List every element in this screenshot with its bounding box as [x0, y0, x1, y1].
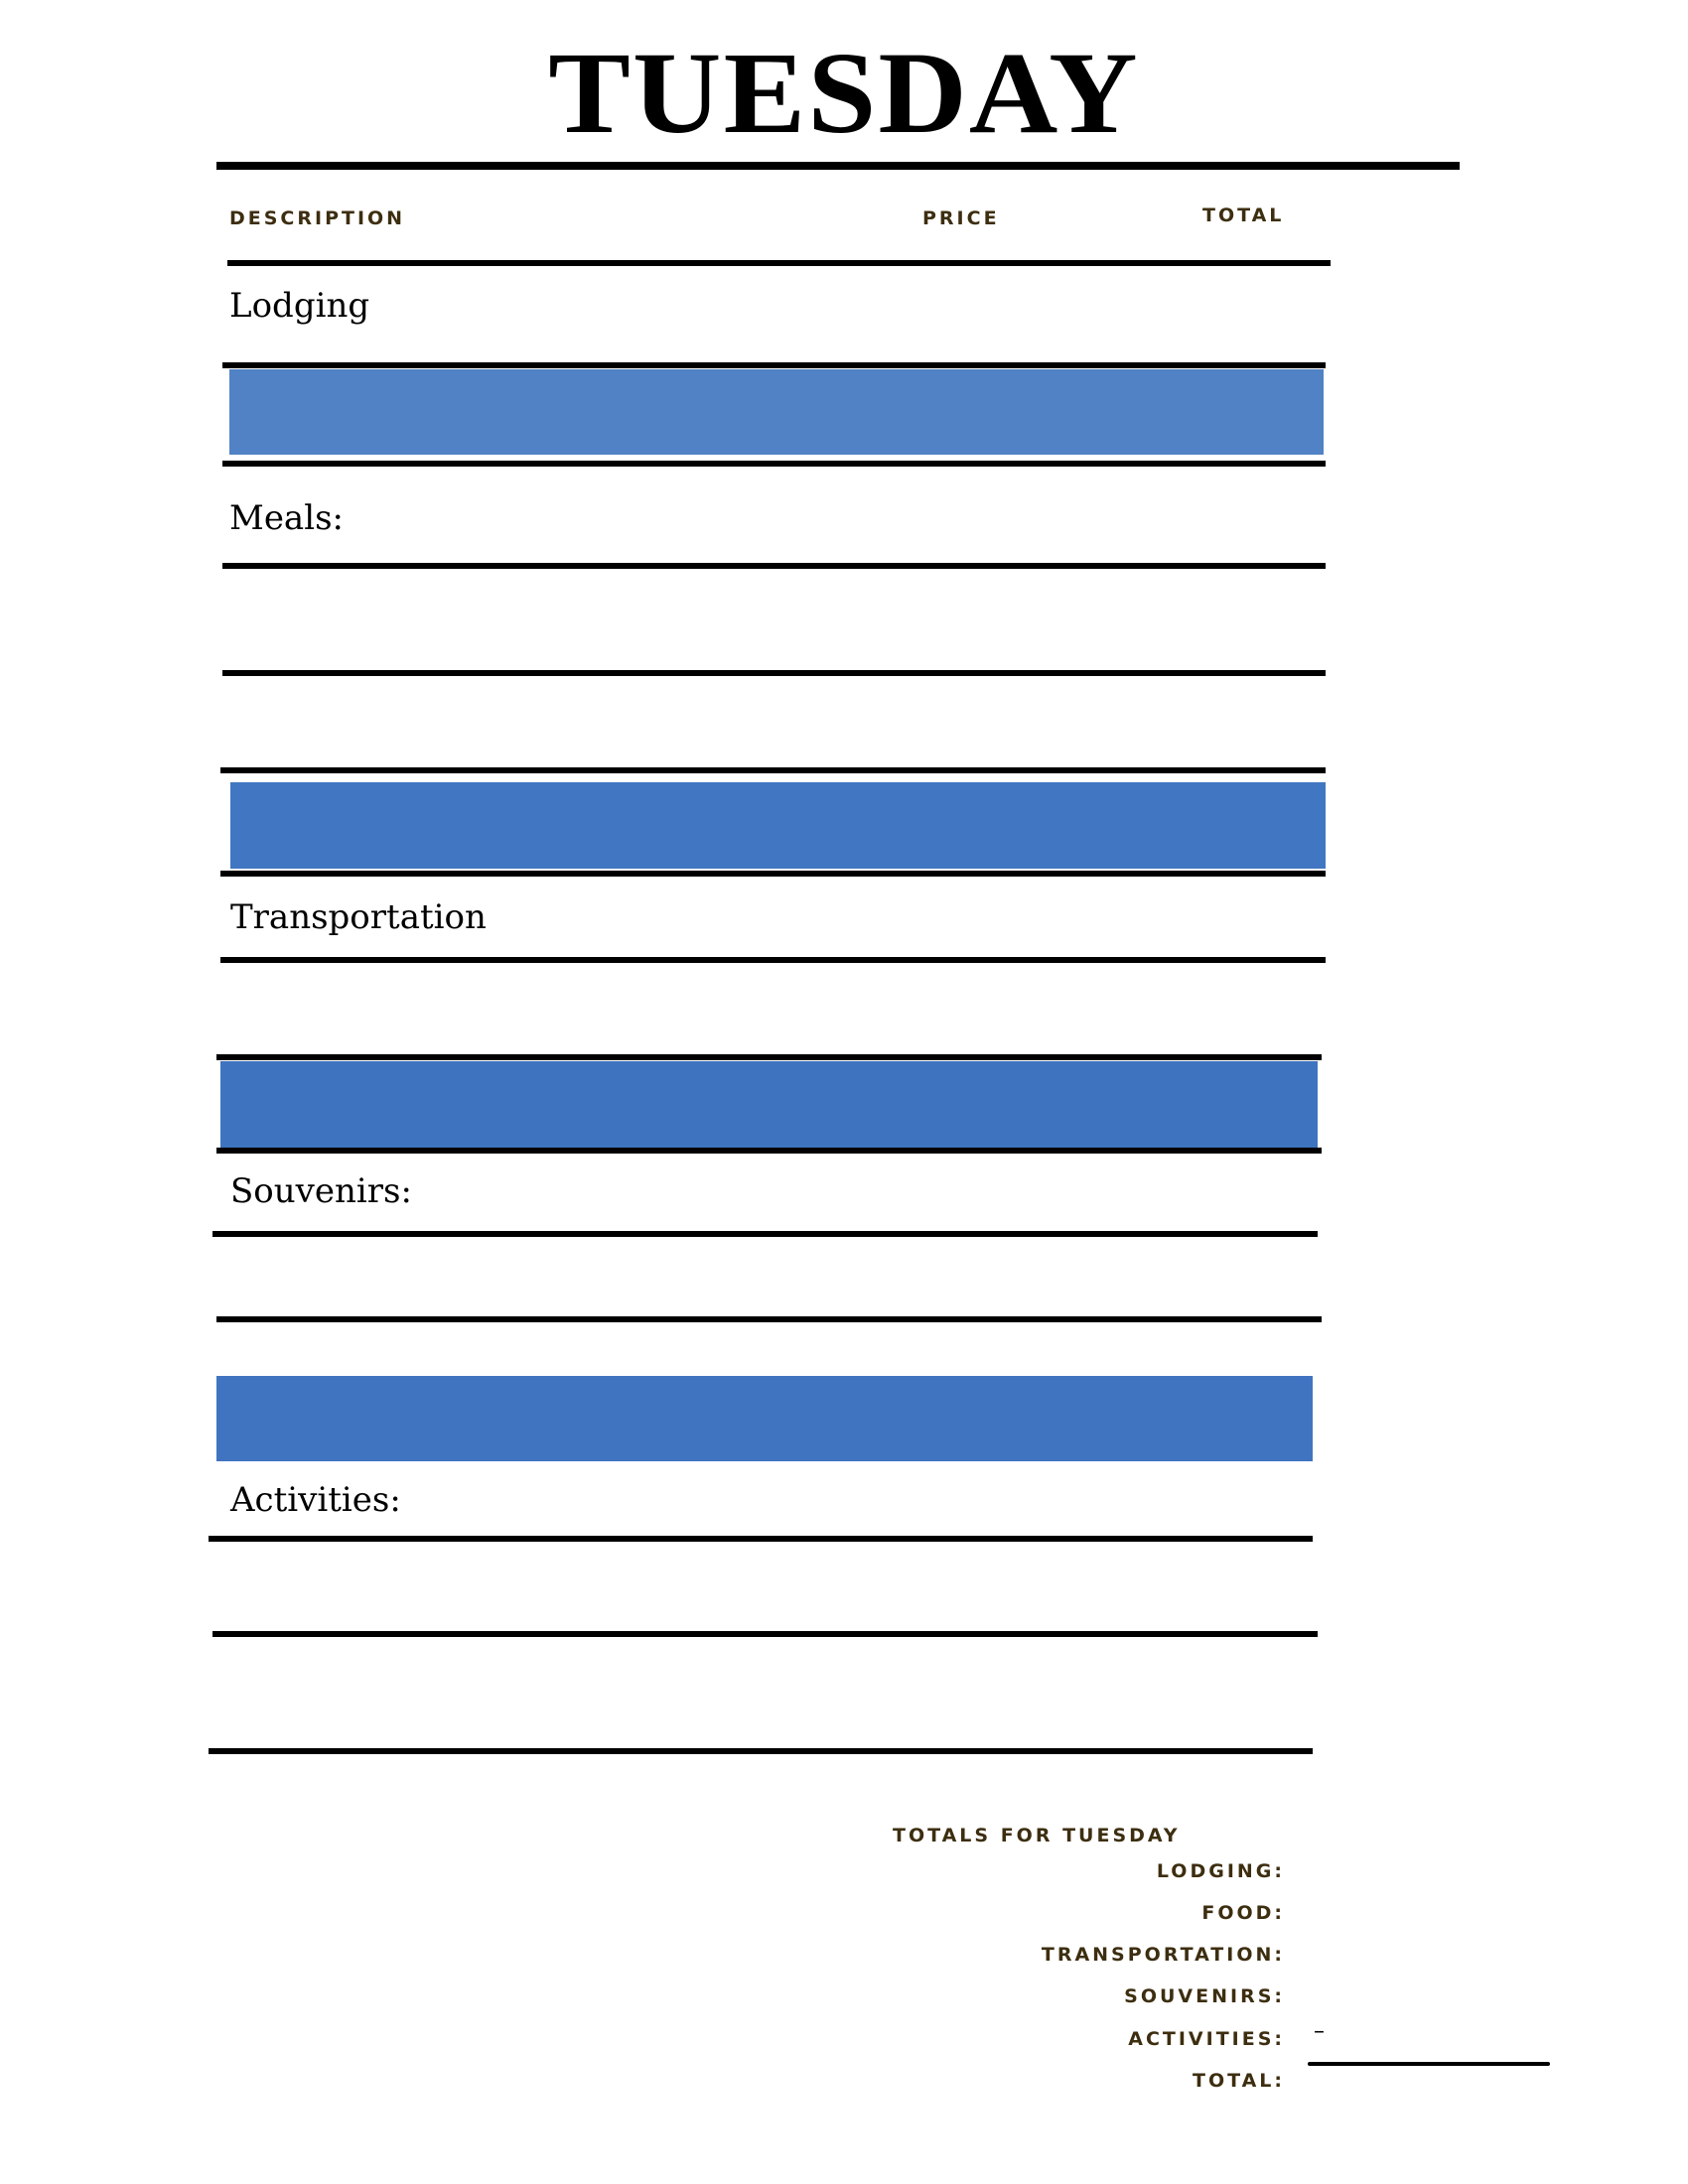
column-header-total: TOTAL [1202, 205, 1285, 226]
row-line [212, 1231, 1318, 1237]
section-label-activities: Activities: [230, 1480, 401, 1520]
section-label-transportation: Transportation [230, 897, 487, 937]
totals-label-transportation: TRANSPORTATION: [1041, 1944, 1285, 1966]
row-line [222, 362, 1326, 368]
section-band [220, 1061, 1318, 1148]
row-line [222, 670, 1326, 676]
row-line [222, 563, 1326, 569]
section-band [230, 782, 1326, 869]
totals-label-activities: ACTIVITIES: [1128, 2028, 1285, 2050]
section-band [216, 1376, 1313, 1461]
title-divider [216, 162, 1460, 170]
totals-label-lodging: LODGING: [1156, 1860, 1285, 1882]
header-divider [227, 260, 1331, 266]
totals-value-activities: – [1314, 2019, 1325, 2044]
section-band [229, 369, 1324, 455]
row-line [209, 1748, 1313, 1754]
row-line [222, 461, 1326, 467]
totals-label-souvenirs: SOUVENIRS: [1124, 1985, 1285, 2007]
row-line [216, 1054, 1322, 1060]
section-label-lodging: Lodging [229, 286, 370, 326]
totals-heading: TOTALS FOR TUESDAY [893, 1825, 1181, 1846]
totals-label-food: FOOD: [1201, 1902, 1285, 1924]
row-line [220, 871, 1326, 877]
column-header-price: PRICE [922, 207, 1000, 229]
row-line [209, 1536, 1313, 1542]
section-label-souvenirs: Souvenirs: [230, 1171, 412, 1211]
totals-label-total: TOTAL: [1192, 2070, 1285, 2092]
sum-line [1308, 2062, 1550, 2066]
row-line [212, 1631, 1318, 1637]
section-label-meals: Meals: [229, 498, 344, 538]
row-line [216, 1148, 1322, 1154]
row-line [220, 767, 1326, 773]
row-line [220, 957, 1326, 963]
column-header-description: DESCRIPTION [229, 207, 406, 229]
row-line [216, 1316, 1322, 1322]
page-title: TUESDAY [548, 28, 1140, 158]
